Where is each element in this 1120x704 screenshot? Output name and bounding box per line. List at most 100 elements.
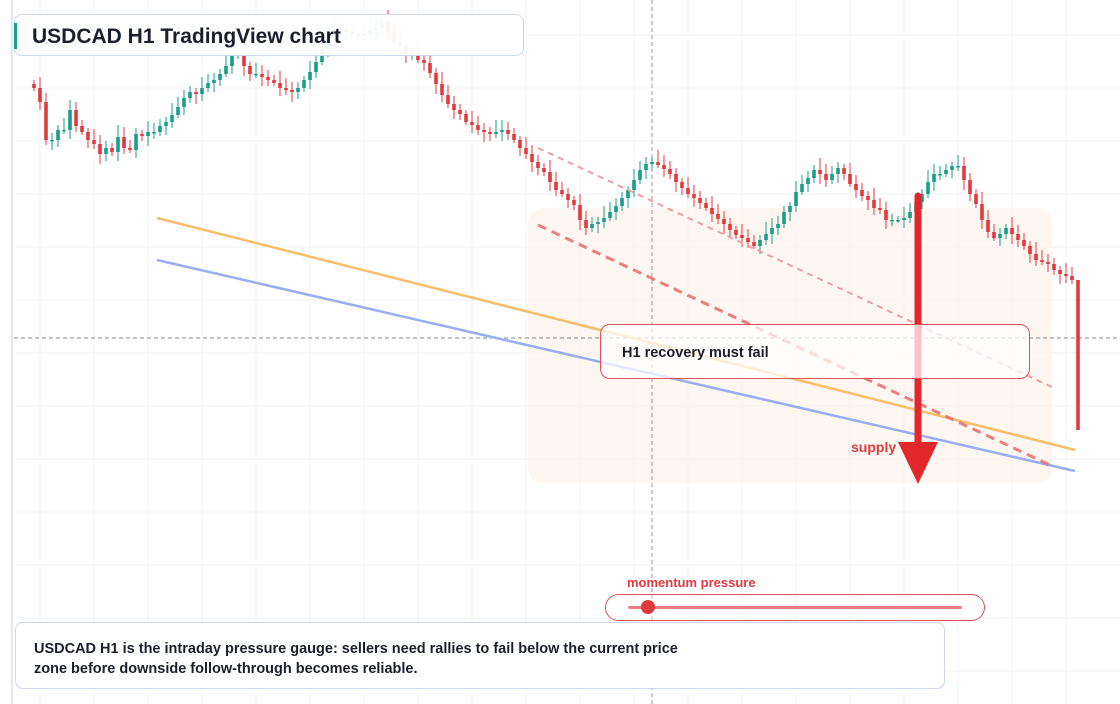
candle-bearish — [980, 204, 984, 220]
candle-bullish — [230, 54, 234, 66]
candle-bearish — [464, 114, 468, 122]
candle-bearish — [98, 144, 102, 154]
candle-bearish — [554, 182, 558, 190]
candle-bearish — [266, 77, 270, 80]
candle-bearish — [1034, 254, 1038, 260]
candle-bullish — [1004, 228, 1008, 234]
candle-bullish — [920, 194, 924, 202]
candle-bullish — [932, 174, 936, 182]
candle-bearish — [86, 132, 90, 140]
momentum-slider-track — [628, 606, 962, 609]
candle-bearish — [752, 242, 756, 246]
candle-bullish — [590, 224, 594, 228]
descending-channel-lower — [537, 223, 1053, 468]
candle-bearish — [278, 83, 282, 88]
candle-bullish — [800, 184, 804, 192]
candle-bearish — [704, 203, 708, 208]
candle-bearish — [680, 182, 684, 188]
candle-bullish — [596, 222, 600, 224]
candle-bearish — [584, 220, 588, 228]
candle-bearish — [452, 104, 456, 110]
candle-bullish — [998, 234, 1002, 238]
candle-bearish — [512, 134, 516, 140]
candle-bearish — [536, 162, 540, 168]
candle-bearish — [962, 166, 966, 180]
down-arrow-head — [898, 442, 938, 484]
candle-bullish — [812, 170, 816, 178]
candle-bearish — [506, 130, 510, 134]
candle-bearish — [656, 162, 660, 165]
recovery-callout-text: H1 recovery must fail — [622, 345, 769, 361]
candle-bearish — [710, 208, 714, 214]
candle-bearish — [740, 235, 744, 238]
candle-bearish — [842, 168, 846, 174]
candle-bullish — [206, 83, 210, 88]
candle-bearish — [848, 174, 852, 184]
candle-bullish — [500, 130, 504, 132]
candle-bearish — [194, 92, 198, 94]
candle-bearish — [110, 148, 114, 152]
candle-bearish — [524, 148, 528, 154]
candle-bullish — [170, 115, 174, 122]
candle-bearish — [242, 54, 246, 66]
candle-bearish — [716, 214, 720, 219]
candle-bullish — [56, 130, 60, 140]
supply-label: supply — [851, 439, 897, 455]
candle-bullish — [200, 88, 204, 94]
candle-bearish — [1010, 228, 1014, 234]
candle-bullish — [632, 180, 636, 190]
candle-bearish — [290, 90, 294, 92]
candle-bearish — [488, 132, 492, 134]
candle-bearish — [80, 126, 84, 132]
candle-bullish — [950, 166, 954, 170]
candle-bearish — [992, 232, 996, 238]
candle-bullish — [164, 122, 168, 126]
candle-bearish — [1052, 264, 1056, 270]
candle-bullish — [806, 178, 810, 184]
candle-bearish — [722, 219, 726, 224]
candle-bearish — [674, 174, 678, 182]
candle-bearish — [1058, 270, 1062, 274]
candle-bullish — [956, 166, 960, 168]
candle-bullish — [218, 74, 222, 80]
candle-bullish — [794, 192, 798, 206]
candle-bearish — [968, 180, 972, 194]
candle-bearish — [668, 169, 672, 174]
candle-bullish — [224, 66, 228, 74]
momentum-slider-thumb[interactable] — [641, 600, 656, 614]
candle-bearish — [416, 54, 420, 60]
candle-bearish — [1028, 246, 1032, 254]
candle-bearish — [140, 134, 144, 136]
candle-bearish — [872, 200, 876, 208]
candle-bullish — [308, 72, 312, 80]
candle-bullish — [944, 170, 948, 174]
candle-bearish — [1064, 274, 1068, 276]
candle-bullish — [212, 80, 216, 83]
candle-bearish — [92, 140, 96, 144]
candle-bullish — [614, 206, 618, 212]
candle-bearish — [482, 130, 486, 132]
candle-bearish — [422, 60, 426, 63]
candle-bullish — [758, 240, 762, 246]
candle-bullish — [302, 80, 306, 88]
candle-bearish — [854, 184, 858, 190]
analysis-note-box: USDCAD H1 is the intraday pressure gauge… — [15, 622, 945, 689]
analysis-note-text: USDCAD H1 is the intraday pressure gauge… — [34, 641, 678, 677]
candle-bearish — [446, 95, 450, 104]
candle-bearish — [272, 80, 276, 83]
candle-bearish — [542, 168, 546, 172]
candle-bullish — [188, 92, 192, 98]
candle-bearish — [458, 110, 462, 114]
candle-bearish — [878, 208, 882, 210]
candle-bearish — [122, 137, 126, 148]
candle-bullish — [650, 162, 654, 164]
chart-title: USDCAD H1 TradingView chart — [32, 25, 341, 48]
chart-title-box: USDCAD H1 TradingView chart — [14, 14, 524, 56]
candle-bearish — [728, 224, 732, 230]
candle-bearish — [32, 84, 36, 88]
candle-bullish — [314, 62, 318, 72]
candle-bearish — [692, 194, 696, 198]
momentum-slider[interactable] — [605, 594, 985, 621]
candle-bullish — [104, 148, 108, 154]
candle-bearish — [974, 194, 978, 204]
